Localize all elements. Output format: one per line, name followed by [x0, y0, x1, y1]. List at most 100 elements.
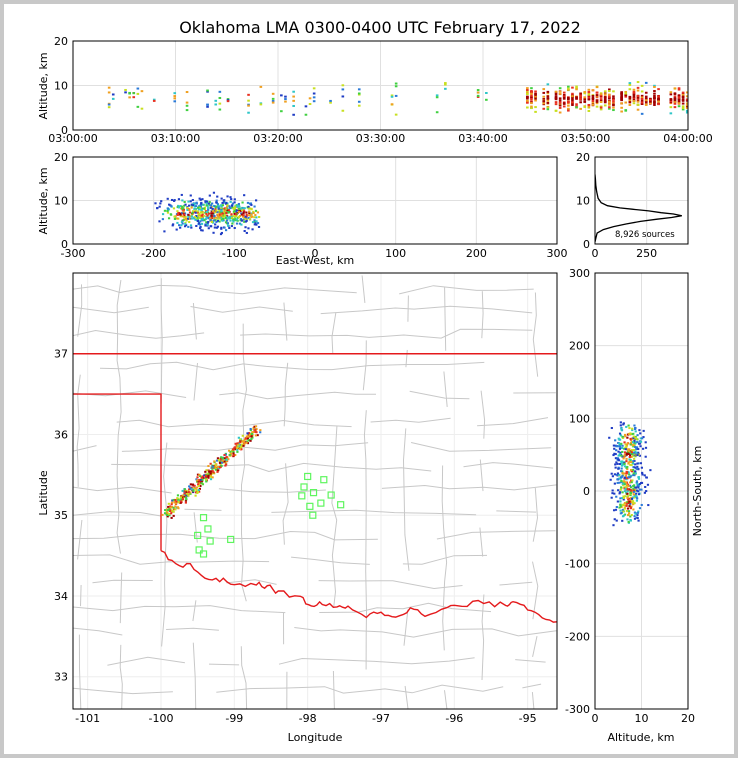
- eastwest-cell: [223, 215, 226, 218]
- eastwest-cell: [176, 210, 179, 213]
- eastwest-cell: [220, 209, 223, 212]
- lma-station-marker: [306, 502, 314, 510]
- altitude-northsouth-cell: [645, 476, 648, 479]
- altitude-northsouth-cell: [638, 442, 641, 445]
- time-altitude-cell: [681, 95, 685, 98]
- eastwest-cell: [214, 208, 217, 211]
- plan-view-cell: [185, 492, 189, 495]
- altitude-northsouth-cell: [621, 474, 624, 477]
- time-altitude-cell: [394, 85, 398, 88]
- time-altitude-cell: [587, 88, 591, 91]
- plan-view-cell: [192, 487, 196, 490]
- time-altitude-cell: [247, 111, 250, 114]
- plan-view-cell: [172, 506, 175, 509]
- eastwest-cell: [246, 201, 250, 204]
- county-border-segment: [381, 484, 557, 491]
- eastwest-cell: [211, 202, 214, 205]
- time-altitude-cell: [218, 102, 222, 105]
- altitude-northsouth-cell: [613, 473, 616, 476]
- altitude-northsouth-cell: [637, 453, 640, 456]
- eastwest-cell: [226, 202, 229, 205]
- eastwest-cell: [180, 212, 184, 215]
- altitude-northsouth-cell: [627, 485, 630, 488]
- altitude-northsouth-cell: [614, 508, 618, 511]
- time-altitude-cell: [599, 106, 603, 109]
- latitude-tick: 33: [54, 671, 68, 684]
- eastwest-cell: [184, 203, 187, 206]
- eastwest-cell: [189, 194, 192, 197]
- county-border-segment: [73, 627, 123, 636]
- eastwest-cell: [238, 222, 242, 225]
- eastwest-cell: [221, 219, 224, 222]
- plan-view-cell: [196, 490, 200, 493]
- eastwest-cell: [195, 217, 198, 220]
- time-altitude-cell: [329, 101, 332, 104]
- plan-view-cell: [164, 512, 167, 515]
- time-altitude-cell: [571, 99, 574, 102]
- plan-view-cell: [180, 495, 183, 498]
- eastwest-cell: [219, 211, 222, 214]
- eastwest-cell: [213, 217, 216, 220]
- plan-view-cell: [236, 442, 239, 445]
- eastwest-cell: [233, 201, 236, 204]
- altitude-northsouth-cell: [619, 424, 622, 427]
- eastwest-altitude-grid: [73, 157, 557, 244]
- plan-view-cell: [172, 514, 175, 517]
- time-altitude-cell: [653, 90, 656, 93]
- eastwest-cell: [226, 224, 230, 227]
- plan-view-cell: [224, 459, 227, 462]
- county-border-segment: [404, 685, 409, 709]
- eastwest-cell: [196, 211, 199, 214]
- eastwest-cell: [226, 210, 229, 213]
- time-altitude-cell: [644, 99, 648, 102]
- eastwest-cell: [200, 202, 203, 205]
- altitude-northsouth-cell: [636, 497, 639, 500]
- eastwest-cell: [193, 207, 196, 210]
- eastwest-cell: [199, 225, 202, 228]
- eastwest-cell: [239, 219, 242, 222]
- longitude-label: Longitude: [288, 731, 343, 744]
- altitude-northsouth-cell: [631, 427, 634, 430]
- time-altitude-cell: [558, 111, 562, 114]
- eastwest-cell: [216, 211, 219, 214]
- time-altitude-cell: [271, 92, 275, 95]
- plan-view-cell: [179, 496, 182, 499]
- eastwest-cell: [173, 199, 176, 202]
- time-altitude-cell: [218, 90, 222, 93]
- time-altitude-cell: [304, 113, 308, 116]
- plan-view-cell: [239, 439, 242, 442]
- county-border-segment: [532, 635, 538, 658]
- time-altitude-cell: [669, 91, 673, 94]
- plan-view-cell: [186, 495, 189, 498]
- time-altitude-cell: [624, 109, 628, 112]
- altitude-northsouth-cell: [612, 509, 616, 512]
- time-altitude-cell: [259, 85, 263, 88]
- altitude-northsouth-cell: [619, 497, 622, 500]
- time-altitude-cell: [394, 82, 398, 85]
- time-altitude-cell: [583, 91, 587, 94]
- eastwest-cell: [224, 208, 228, 211]
- eastwest-cell: [183, 200, 186, 203]
- eastwest-cell: [249, 202, 253, 205]
- plan-view-cell: [208, 472, 211, 475]
- time-altitude-cell: [530, 87, 533, 90]
- altitude-northsouth-cell: [636, 511, 640, 514]
- time-altitude-cell: [681, 91, 685, 94]
- plan-view-cell: [170, 503, 173, 506]
- plan-view-cell: [166, 515, 169, 518]
- altitude-northsouth-cell: [630, 461, 633, 464]
- plan-view-cell: [201, 478, 204, 481]
- altitude-northsouth-cell: [625, 453, 628, 456]
- eastwest-ylabel: Altitude, km: [37, 167, 50, 234]
- northsouth-ytick: 0: [583, 485, 590, 498]
- eastwest-cell: [197, 221, 201, 224]
- altitude-northsouth-cell: [638, 507, 642, 510]
- time-altitude-cell: [608, 90, 611, 93]
- altitude-northsouth-cell: [622, 457, 625, 460]
- plan-view-cell: [177, 507, 180, 510]
- eastwest-cell: [199, 203, 202, 206]
- altitude-northsouth-cell: [615, 519, 618, 522]
- plan-view-cell: [242, 444, 245, 447]
- plan-view-cell: [168, 514, 171, 517]
- altitude-northsouth-cell: [611, 475, 614, 478]
